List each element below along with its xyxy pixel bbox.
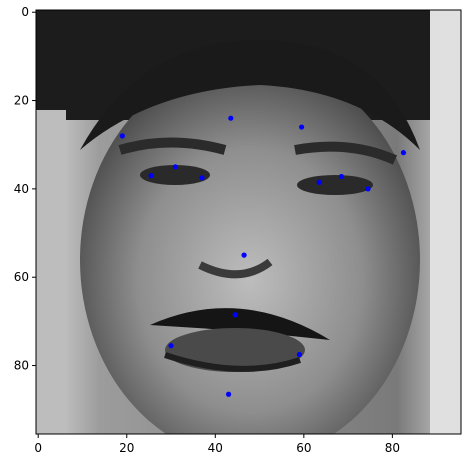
keypoint-left-eyebrow-inner: [228, 116, 233, 121]
y-tick-label: 0: [21, 5, 29, 19]
keypoint-mouth-left-corner: [168, 343, 173, 348]
y-tick-label: 40: [14, 182, 29, 196]
y-axis: 0 20 40 60 80: [14, 5, 36, 372]
keypoint-left-eyebrow-outer: [120, 133, 125, 138]
keypoint-left-eye-outer: [149, 173, 154, 178]
keypoint-left-eye-center: [173, 164, 178, 169]
keypoint-mouth-top-lip: [233, 312, 238, 317]
face-image: [36, 10, 461, 460]
keypoint-right-eye-center: [339, 174, 344, 179]
y-tick-label: 20: [14, 94, 29, 108]
x-tick-label: 20: [119, 441, 134, 455]
keypoint-mouth-right-corner: [297, 352, 302, 357]
y-tick-label: 80: [14, 359, 29, 373]
x-tick-label: 60: [296, 441, 311, 455]
keypoint-mouth-bottom-lip: [226, 392, 231, 397]
keypoint-right-eye-inner: [317, 180, 322, 185]
y-tick-label: 60: [14, 270, 29, 284]
x-tick-label: 80: [385, 441, 400, 455]
keypoint-nose-tip: [241, 253, 246, 258]
keypoint-right-eyebrow-outer: [401, 150, 406, 155]
x-tick-label: 40: [208, 441, 223, 455]
x-axis: 0 20 40 60 80: [34, 434, 400, 455]
keypoint-right-eyebrow-inner: [299, 124, 304, 129]
x-tick-label: 0: [34, 441, 42, 455]
keypoint-left-eye-inner: [199, 175, 204, 180]
keypoint-right-eye-outer: [365, 186, 370, 191]
